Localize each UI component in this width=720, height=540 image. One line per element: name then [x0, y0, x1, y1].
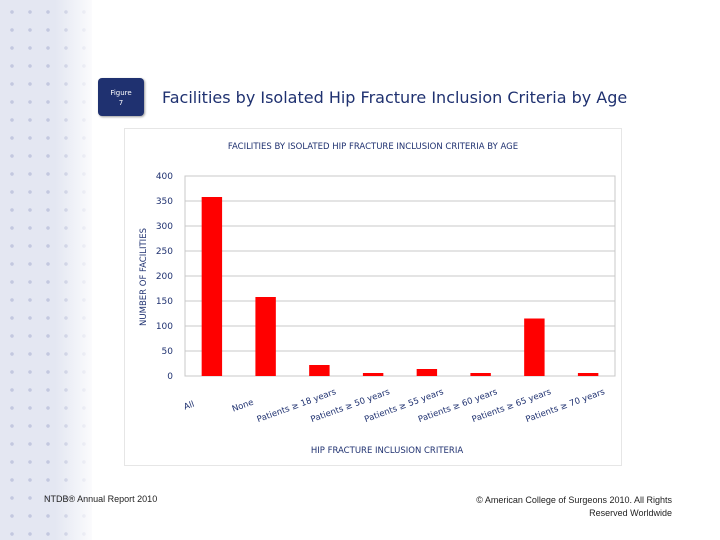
y-tick-label: 150 — [156, 297, 173, 307]
y-tick-label: 400 — [156, 172, 173, 182]
decorative-dot-strip-fade — [0, 0, 92, 540]
y-axis-label: NUMBER OF FACILITIES — [139, 228, 149, 326]
y-tick-label: 50 — [162, 347, 174, 357]
y-tick-label: 0 — [167, 372, 173, 382]
page-title: Facilities by Isolated Hip Fracture Incl… — [162, 88, 628, 107]
x-axis-label: HIP FRACTURE INCLUSION CRITERIA — [311, 446, 463, 456]
chart-title: FACILITIES BY ISOLATED HIP FRACTURE INCL… — [228, 142, 518, 152]
bars — [201, 197, 599, 376]
x-tick-label: None — [231, 398, 255, 415]
bar — [255, 297, 276, 376]
y-tick-label: 250 — [156, 247, 173, 257]
figure-badge: Figure 7 — [98, 78, 144, 116]
y-tick-label: 350 — [156, 197, 173, 207]
bar — [524, 318, 545, 376]
bar — [416, 369, 438, 376]
chart-panel: FACILITIES BY ISOLATED HIP FRACTURE INCL… — [124, 128, 622, 466]
bar — [362, 373, 384, 376]
y-tick-label: 300 — [156, 222, 173, 232]
gridlines — [184, 175, 616, 377]
bar-chart: FACILITIES BY ISOLATED HIP FRACTURE INCL… — [139, 142, 616, 456]
footer-copyright: © American College of Surgeons 2010. All… — [476, 495, 672, 518]
y-tick-label: 100 — [156, 322, 173, 332]
bar — [309, 365, 330, 376]
x-tick-label: All — [183, 400, 196, 413]
bar — [470, 373, 491, 376]
bar — [201, 197, 223, 376]
bar — [577, 373, 599, 376]
y-tick-labels: 0 50 100 150 200 250 300 350 400 — [156, 172, 173, 382]
figure-badge-number: 7 — [118, 99, 124, 107]
y-tick-label: 200 — [156, 272, 173, 282]
figure-badge-label: Figure — [110, 89, 132, 97]
footer-source: NTDB® Annual Report 2010 — [44, 494, 158, 504]
